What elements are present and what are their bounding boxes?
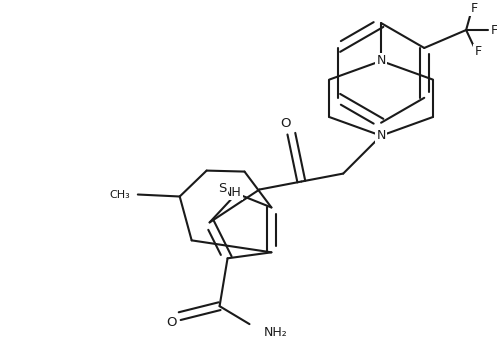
Text: F: F <box>471 1 478 15</box>
Text: F: F <box>475 45 482 58</box>
Text: S: S <box>218 182 227 195</box>
Text: O: O <box>166 316 177 329</box>
Text: NH₂: NH₂ <box>263 325 287 339</box>
Text: N: N <box>376 54 386 67</box>
Text: CH₃: CH₃ <box>109 189 130 199</box>
Text: O: O <box>280 117 291 130</box>
Text: N: N <box>376 129 386 142</box>
Text: NH: NH <box>223 186 242 199</box>
Text: F: F <box>491 23 497 36</box>
